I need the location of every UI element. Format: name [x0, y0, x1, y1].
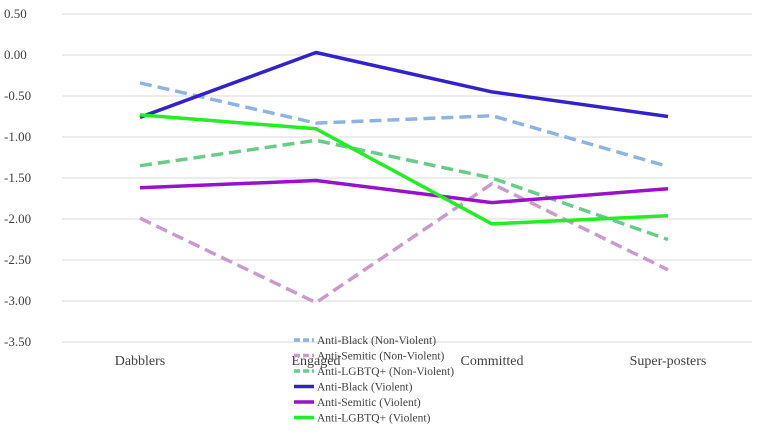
series-line-5: [139, 113, 669, 226]
legend-label: Anti-Semitic (Violent): [317, 397, 421, 409]
x-category-label: Engaged: [292, 354, 341, 369]
series-lines: [139, 50, 669, 305]
x-category-label: Dabblers: [115, 354, 166, 369]
x-axis-categories: Dabblers Engaged Committed Super-posters: [115, 354, 707, 369]
y-tick-label: -3.00: [4, 293, 31, 308]
x-category-label: Committed: [461, 354, 524, 369]
y-tick-label: -2.00: [4, 211, 31, 226]
y-axis-ticks: 0.50 0.00 -0.50 -1.00 -1.50 -2.00 -2.50 -3.00 -3…: [4, 6, 31, 349]
series-line-4: [139, 178, 669, 205]
legend-label: Anti-Black (Non-Violent): [317, 335, 436, 347]
series-line-1: [139, 181, 669, 305]
series-line-3: [139, 50, 669, 119]
legend: Anti-Black (Non-Violent) Anti-Semitic (No…: [294, 335, 454, 425]
legend-label: Anti-Black (Violent): [317, 382, 413, 394]
y-tick-label: -3.50: [4, 334, 31, 349]
series-line-0: [139, 81, 669, 169]
y-tick-label: -1.50: [4, 170, 31, 185]
series-line-2: [139, 138, 669, 242]
y-tick-label: 0.00: [4, 47, 27, 62]
y-tick-label: -1.00: [4, 129, 31, 144]
y-tick-label: -2.50: [4, 252, 31, 267]
y-tick-label: -0.50: [4, 88, 31, 103]
legend-label: Anti-LGBTQ+ (Violent): [317, 413, 431, 425]
y-tick-label: 0.50: [4, 6, 27, 21]
legend-label: Anti-Semitic (Non-Violent): [317, 351, 445, 363]
legend-label: Anti-LGBTQ+ (Non-Violent): [317, 366, 454, 378]
x-category-label: Super-posters: [630, 354, 707, 369]
